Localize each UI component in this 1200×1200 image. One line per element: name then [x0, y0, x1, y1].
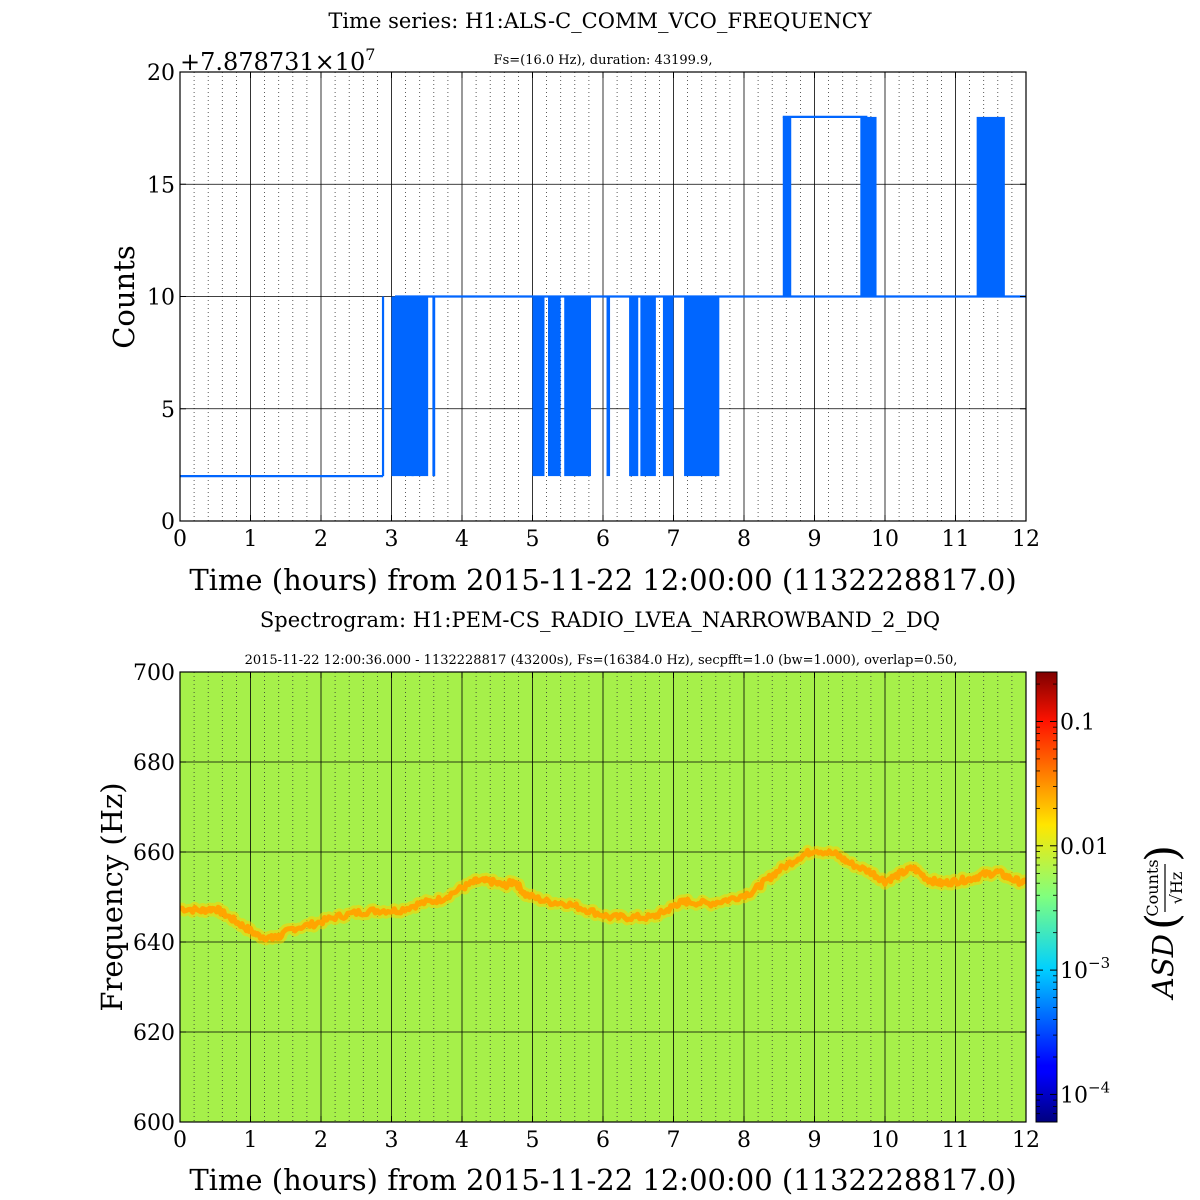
timeseries-series: [180, 115, 1026, 478]
colorbar-label-close-paren: ): [1137, 845, 1188, 862]
timeseries-y-axis-label: Counts: [107, 245, 141, 349]
spectrogram-subtitle: 2015-11-22 12:00:36.000 - 1132228817 (43…: [245, 653, 958, 668]
timeseries-x-tick-label: 3: [385, 527, 399, 552]
series-fluctuation-band: [640, 296, 656, 477]
spectrogram-x-tick-label: 11: [942, 1128, 970, 1153]
timeseries-x-tick-label: 6: [596, 527, 610, 552]
spectrogram-x-tick-label: 2: [314, 1128, 328, 1153]
offset-label-base: +7.878731×10: [180, 48, 365, 76]
colorbar-gradient: [1035, 671, 1058, 1123]
timeseries-x-tick-label: 12: [1012, 527, 1040, 552]
timeseries-x-ticks: 0 1 2 3 4 5 6 7 8 9 10 11 12: [173, 72, 1040, 552]
spectrogram-y-tick-label: 620: [133, 1021, 175, 1046]
spectrogram-y-tick-label: 640: [133, 931, 175, 956]
series-fluctuation-band: [782, 116, 792, 297]
timeseries-x-tick-label: 9: [808, 527, 822, 552]
timeseries-x-tick-label: 1: [244, 527, 258, 552]
spectrogram-major-grid: [180, 672, 1026, 1122]
spectrogram-x-tick-label: 4: [455, 1128, 469, 1153]
spectrogram-trace-group: [180, 844, 1026, 946]
spectrogram-y-tick-label: 700: [133, 661, 175, 686]
spectrogram-x-ticks: 0 1 2 3 4 5 6 7 8 9 10 11 12: [173, 672, 1040, 1153]
colorbar-tick-label: 0.1: [1060, 710, 1095, 735]
timeseries-y-ticks: 0 5 10 15 20: [147, 61, 1026, 535]
spectrogram-title: Spectrogram: H1:PEM-CS_RADIO_LVEA_NARROW…: [260, 608, 940, 632]
timeseries-x-tick-label: 4: [455, 527, 469, 552]
timeseries-x-tick-label: 5: [526, 527, 540, 552]
spectrogram-y-tick-label: 660: [133, 841, 175, 866]
colorbar-label-asd: ASD: [1146, 934, 1180, 1001]
series-fluctuation-band: [564, 296, 592, 477]
colorbar-label-denominator: √Hz: [1167, 872, 1186, 905]
timeseries-y-tick-label: 20: [147, 61, 175, 86]
series-fluctuation-band: [976, 116, 1005, 297]
spectrogram-y-tick-label: 680: [133, 751, 175, 776]
spectrogram-y-tick-label: 600: [133, 1111, 175, 1136]
series-fluctuation-band: [629, 296, 639, 477]
timeseries-x-tick-label: 10: [871, 527, 899, 552]
spectrogram-x-axis-label: Time (hours) from 2015-11-22 12:00:00 (1…: [189, 1163, 1016, 1197]
colorbar-tick-label: 0.01: [1060, 835, 1109, 860]
timeseries-y-tick-label: 5: [161, 398, 175, 423]
offset-label: +7.878731×107: [180, 45, 375, 76]
series-fluctuation-band: [391, 296, 429, 477]
series-fluctuation-band: [432, 296, 436, 477]
spectrogram-x-tick-label: 6: [596, 1128, 610, 1153]
spectrogram-x-tick-label: 3: [385, 1128, 399, 1153]
timeseries-y-tick-label: 0: [161, 510, 175, 535]
timeseries-x-axis-label: Time (hours) from 2015-11-22 12:00:00 (1…: [189, 563, 1016, 597]
colorbar-label-numerator: Counts: [1143, 859, 1162, 916]
timeseries-y-tick-label: 10: [147, 286, 175, 311]
offset-label-exponent: 7: [365, 45, 375, 64]
spectrogram-x-tick-label: 1: [244, 1128, 258, 1153]
spectrogram-x-tick-label: 9: [808, 1128, 822, 1153]
spectrogram-x-tick-label: 0: [173, 1128, 187, 1153]
colorbar-tick-label: 10−3: [1060, 954, 1110, 984]
spectrogram-trace: [180, 847, 1026, 943]
colorbar-tick-label: 10−4: [1060, 1078, 1110, 1108]
spectrogram-x-tick-label: 8: [737, 1128, 751, 1153]
spectrogram-y-ticks: 600 620 640 660 680 700: [133, 661, 1026, 1136]
series-fluctuation-band: [662, 296, 674, 477]
colorbar-label: ASD ( Counts √Hz ): [1137, 845, 1188, 1001]
series-fluctuation-band: [532, 296, 545, 477]
timeseries-subtitle: Fs=(16.0 Hz), duration: 43199.9,: [494, 53, 713, 68]
colorbar-ticks: 0.1 0.01 10−3 10−4: [1036, 683, 1110, 1123]
spectrogram-x-tick-label: 10: [871, 1128, 899, 1153]
timeseries-title: Time series: H1:ALS-C_COMM_VCO_FREQUENCY: [328, 9, 872, 33]
timeseries-x-tick-label: 7: [667, 527, 681, 552]
spectrogram-panel: Spectrogram: H1:PEM-CS_RADIO_LVEA_NARROW…: [95, 608, 1188, 1197]
series-fluctuation-band: [860, 116, 877, 297]
spectrogram-x-tick-label: 7: [667, 1128, 681, 1153]
timeseries-x-tick-label: 2: [314, 527, 328, 552]
timeseries-x-tick-label: 8: [737, 527, 751, 552]
timeseries-x-tick-label: 11: [942, 527, 970, 552]
timeseries-x-tick-label: 0: [173, 527, 187, 552]
spectrogram-x-tick-label: 12: [1012, 1128, 1040, 1153]
spectrogram-y-axis-label: Frequency (Hz): [95, 782, 129, 1011]
timeseries-panel: Time series: H1:ALS-C_COMM_VCO_FREQUENCY…: [107, 9, 1040, 597]
colorbar: 0.1 0.01 10−3 10−4 ASD ( Counts √Hz ): [1035, 671, 1188, 1123]
series-fluctuation-band: [548, 296, 561, 477]
spectrogram-x-tick-label: 5: [526, 1128, 540, 1153]
timeseries-y-tick-label: 15: [147, 173, 175, 198]
colorbar-label-open-paren: (: [1137, 913, 1188, 930]
series-fluctuation-band: [606, 296, 611, 477]
series-fluctuation-band: [684, 296, 720, 477]
